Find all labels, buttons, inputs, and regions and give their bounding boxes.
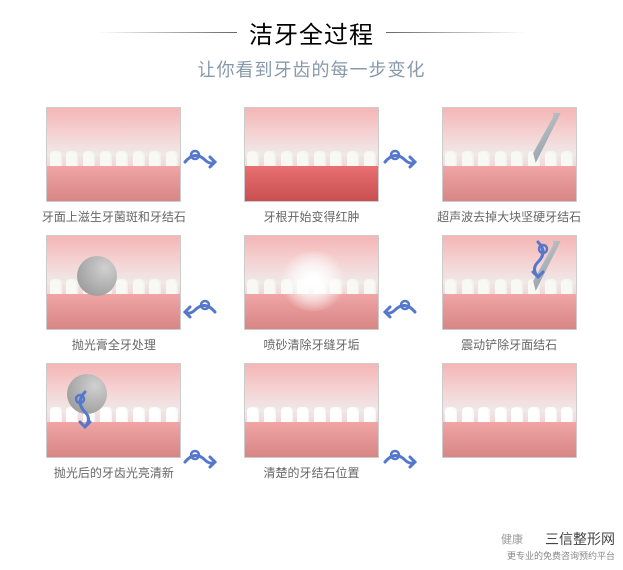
step-cell-6: 震动铲除牙面结石: [410, 230, 608, 358]
watermark-tagline: 更专业的免费咨询预约平台: [507, 549, 615, 562]
flow-arrow-down-icon: [523, 237, 553, 282]
step-caption-7: 抛光后的牙齿光亮清新: [54, 464, 174, 481]
step-caption-1: 牙面上滋生牙菌斑和牙结石: [42, 208, 186, 225]
flow-arrow-icon: [180, 442, 220, 482]
watermark-brand-name: 三信整形网: [507, 529, 615, 549]
header: 洁牙全过程 让你看到牙齿的每一步变化: [0, 0, 623, 92]
spray-tool-icon: [278, 251, 348, 311]
step-caption-3: 超声波去掉大块坚硬牙结石: [437, 208, 581, 225]
page-subtitle: 让你看到牙齿的每一步变化: [0, 56, 623, 82]
step-caption-8: 清楚的牙结石位置: [263, 464, 359, 481]
step-caption-6: 震动铲除牙面结石: [461, 336, 557, 353]
step-caption-5: 喷砂清除牙缝牙垢: [263, 336, 359, 353]
step-thumb-4: [46, 235, 181, 330]
step-thumb-9: [442, 363, 577, 458]
flow-arrow-down-icon: [70, 387, 100, 432]
step-thumb-7: [46, 363, 181, 458]
flow-arrow-icon: [380, 142, 420, 182]
step-thumb-2: [244, 107, 379, 202]
step-thumb-5: [244, 235, 379, 330]
flow-arrow-left-icon: [380, 292, 420, 332]
decorative-line-right: [386, 32, 526, 33]
watermark-brand: 三信整形网 更专业的免费咨询预约平台: [507, 529, 615, 562]
title-row: 洁牙全过程: [0, 15, 623, 50]
step-caption-2: 牙根开始变得红肿: [263, 208, 359, 225]
flow-arrow-icon: [180, 142, 220, 182]
step-thumb-6: [442, 235, 577, 330]
step-thumb-1: [46, 107, 181, 202]
step-caption-4: 抛光膏全牙处理: [72, 336, 156, 353]
page-title: 洁牙全过程: [249, 15, 374, 50]
step-thumb-8: [244, 363, 379, 458]
flow-arrow-icon: [380, 442, 420, 482]
flow-arrow-left-icon: [180, 292, 220, 332]
step-thumb-3: [442, 107, 577, 202]
decorative-line-left: [97, 32, 237, 33]
step-cell-3: 超声波去掉大块坚硬牙结石: [410, 102, 608, 230]
process-grid: 牙面上滋生牙菌斑和牙结石 牙根开始变得红肿 超声波去掉大块坚硬牙结石 抛光膏全牙…: [0, 92, 623, 496]
step-cell-9: [410, 358, 608, 486]
